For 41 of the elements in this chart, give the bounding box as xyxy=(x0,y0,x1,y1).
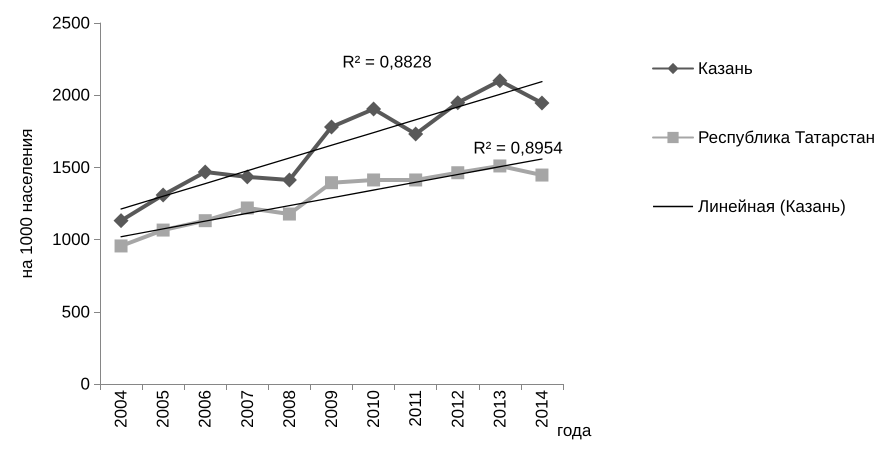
y-tick-label: 1000 xyxy=(52,230,90,250)
point xyxy=(408,126,424,142)
line-series xyxy=(120,158,543,238)
point xyxy=(534,96,550,110)
x-tick-label: 2011 xyxy=(406,390,426,427)
x-axis-title: года xyxy=(557,421,592,440)
x-tick-label: 2008 xyxy=(280,390,299,428)
x-tick-label: 2006 xyxy=(196,390,215,428)
point xyxy=(240,169,255,184)
y-tick-label: 2000 xyxy=(52,86,90,105)
point xyxy=(114,239,128,252)
point xyxy=(492,73,508,88)
point xyxy=(282,172,297,188)
legend-label: Республика Татарстан xyxy=(698,128,876,147)
x-tick-label: 2010 xyxy=(364,390,384,428)
y-tick-label: 1500 xyxy=(52,158,90,177)
x-tick-label: 2004 xyxy=(112,390,131,428)
legend-label: Линейная (Казань) xyxy=(698,197,846,216)
point xyxy=(324,119,339,134)
y-tick-label: 0 xyxy=(80,374,90,394)
x-tick-label: 2012 xyxy=(448,390,468,428)
point xyxy=(198,164,213,180)
x-tick-label: 2009 xyxy=(322,390,341,428)
point xyxy=(367,173,380,186)
point xyxy=(282,208,296,221)
x-tick-label: 2005 xyxy=(154,390,173,428)
y-tick-label: 500 xyxy=(62,302,90,322)
x-tick-label: 2014 xyxy=(532,390,552,428)
point xyxy=(240,201,254,214)
point xyxy=(450,95,466,110)
x-tick-label: 2007 xyxy=(238,390,257,428)
annotation: R² = 0,8828 xyxy=(342,52,432,72)
annotation: R² = 0,8954 xyxy=(473,138,563,158)
legend-label: Казань xyxy=(698,59,753,78)
point xyxy=(325,176,338,190)
point xyxy=(114,213,129,228)
y-axis-title: на 1000 населения xyxy=(17,128,36,278)
x-tick-label: 2013 xyxy=(490,390,510,428)
y-tick-label: 2500 xyxy=(52,14,90,32)
point xyxy=(535,168,548,182)
point xyxy=(366,102,382,117)
